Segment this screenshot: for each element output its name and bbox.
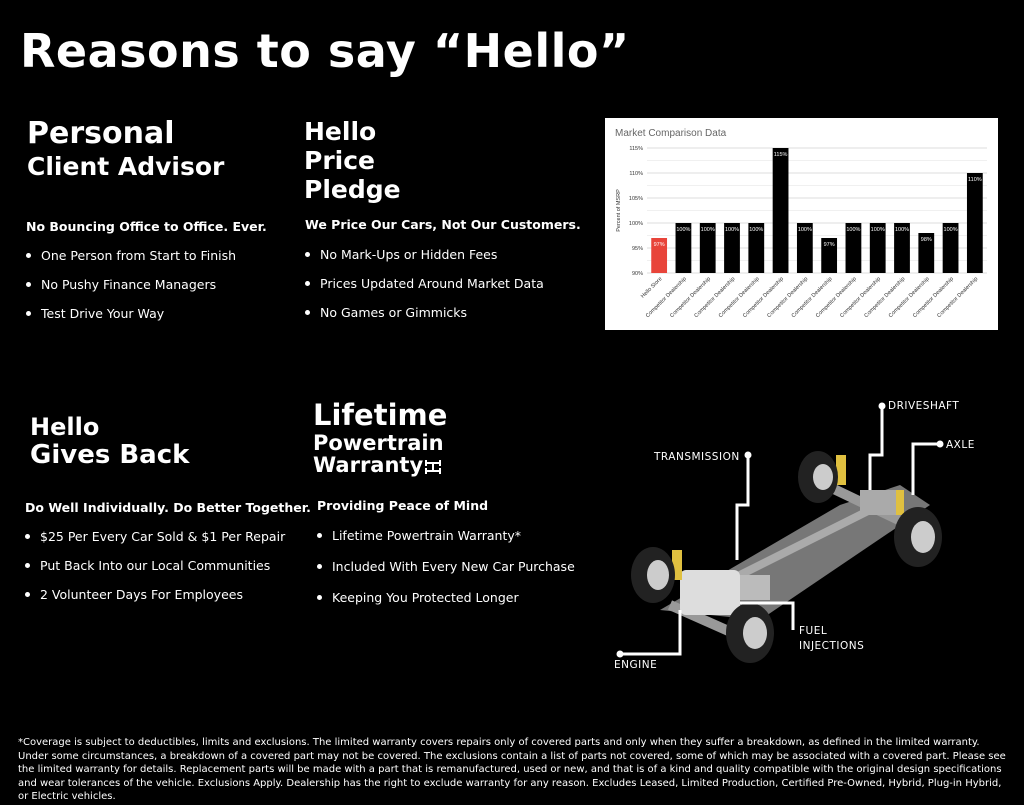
market-comparison-chart: Market Comparison Data 90% 95% 100% 105% 110%… [605,118,998,330]
bar [651,238,668,273]
bar [699,223,716,273]
list-item: Lifetime Powertrain Warranty* [317,528,575,543]
label-engine: ENGINE [614,659,658,671]
list-item: Included With Every New Car Purchase [317,559,575,574]
callout-lines [620,406,940,656]
y-axis-label: Percent of MSRP [616,189,622,232]
section-warranty-title: Lifetime Powertrain Warranty [313,400,447,477]
x-tick-label: Competitor Dealership [912,276,955,319]
section-personal-subtitle: No Bouncing Office to Office. Ever. [26,219,267,234]
data-label: 100% [944,227,958,233]
title-line: Pledge [304,175,401,204]
footnote: *Coverage is subject to deductibles, lim… [18,737,1006,802]
x-tick-label: Competitor Dealership [936,276,979,319]
title-line: Powertrain [313,431,444,456]
powertrain-diagram [616,402,944,663]
data-label: 110% [968,177,982,183]
chassis-illustration [631,451,942,663]
list-item: No Games or Gimmicks [305,305,544,320]
section-personal-bullets: One Person from Start to Finish No Pushy… [26,248,236,335]
section-warranty-bullets: Lifetime Powertrain Warranty* Included W… [317,528,575,619]
data-label: 100% [871,227,885,233]
x-tick-label: Competitor Dealership [669,276,712,319]
list-item: Keeping You Protected Longer [317,590,575,605]
data-label: 100% [676,227,690,233]
list-item: Test Drive Your Way [26,306,236,321]
x-tick-label: Competitor Dealership [888,276,931,319]
x-tick-label: Competitor Dealership [718,276,761,319]
title-line: Hello [304,117,377,146]
section-warranty-subtitle: Providing Peace of Mind [317,498,489,513]
data-label: 100% [798,227,812,233]
title-line: Hello [30,413,100,441]
data-label: 100% [725,227,739,233]
data-label: 115% [774,152,788,158]
bar [748,223,765,273]
y-tick-label: 115% [629,146,643,152]
title-line: Price [304,146,375,175]
list-item: Put Back Into our Local Communities [25,558,285,573]
bar [724,223,740,273]
x-tick-label: Competitor Dealership [863,276,906,319]
x-tick-label: Hello Store [640,276,663,299]
chart-svg: Market Comparison Data 90% 95% 100% 105% 110%… [615,128,987,319]
title-line: Warranty [313,453,424,478]
section-gives-back-subtitle: Do Well Individually. Do Better Together… [25,500,311,515]
bar [845,223,862,273]
title-line: Client Advisor [27,151,225,181]
bar [821,238,838,273]
bar [894,223,910,273]
x-tick-label: Competitor Dealership [766,276,809,319]
y-tick-label: 100% [629,221,643,227]
data-label: 100% [749,227,763,233]
x-tick-label: Competitor Dealership [645,276,688,319]
chassis-icon [425,459,442,474]
x-tick-label: Competitor Dealership [742,276,785,319]
title-line: Gives Back [30,440,190,471]
bar [942,223,959,273]
page-title: Reasons to say “Hello” [20,24,630,78]
section-price-bullets: No Mark-Ups or Hidden Fees Prices Update… [305,247,544,334]
bar [869,223,886,273]
label-driveshaft: DRIVESHAFT [888,400,960,412]
list-item: 2 Volunteer Days For Employees [25,587,285,602]
bar [796,223,813,273]
y-tick-label: 90% [632,271,643,277]
y-tick-label: 95% [632,246,643,252]
y-tick-label: 110% [629,171,643,177]
bar [772,148,789,273]
bar [918,233,935,273]
label-injections: INJECTIONS [799,640,865,652]
data-label: 97% [654,242,665,248]
section-gives-back-bullets: $25 Per Every Car Sold & $1 Per Repair P… [25,529,285,616]
list-item: One Person from Start to Finish [26,248,236,263]
title-line: Personal [27,116,175,151]
bar [966,173,983,273]
label-axle: AXLE [946,439,975,451]
title-line: Lifetime [313,398,448,432]
label-fuel: FUEL [799,625,828,637]
data-label: 100% [895,227,909,233]
x-tick-label: Competitor Dealership [839,276,882,319]
x-tick-label: Competitor Dealership [693,276,736,319]
x-tick-label: Competitor Dealership [791,276,834,319]
label-transmission: TRANSMISSION [654,451,740,463]
bar [675,223,692,273]
section-price-title: Hello Price Pledge [304,117,401,204]
data-label: 100% [846,227,860,233]
chart-title: Market Comparison Data [615,128,727,139]
x-tick-label: Competitor Dealership [815,276,858,319]
data-label: 98% [921,237,932,243]
y-tick-label: 105% [629,196,643,202]
data-label: 100% [701,227,715,233]
data-label: 97% [824,242,835,248]
list-item: No Mark-Ups or Hidden Fees [305,247,544,262]
list-item: Prices Updated Around Market Data [305,276,544,291]
list-item: No Pushy Finance Managers [26,277,236,292]
section-gives-back-title: Hello Gives Back [30,413,190,471]
list-item: $25 Per Every Car Sold & $1 Per Repair [25,529,285,544]
section-personal-title: Personal Client Advisor [27,118,224,180]
section-price-subtitle: We Price Our Cars, Not Our Customers. [305,217,581,232]
